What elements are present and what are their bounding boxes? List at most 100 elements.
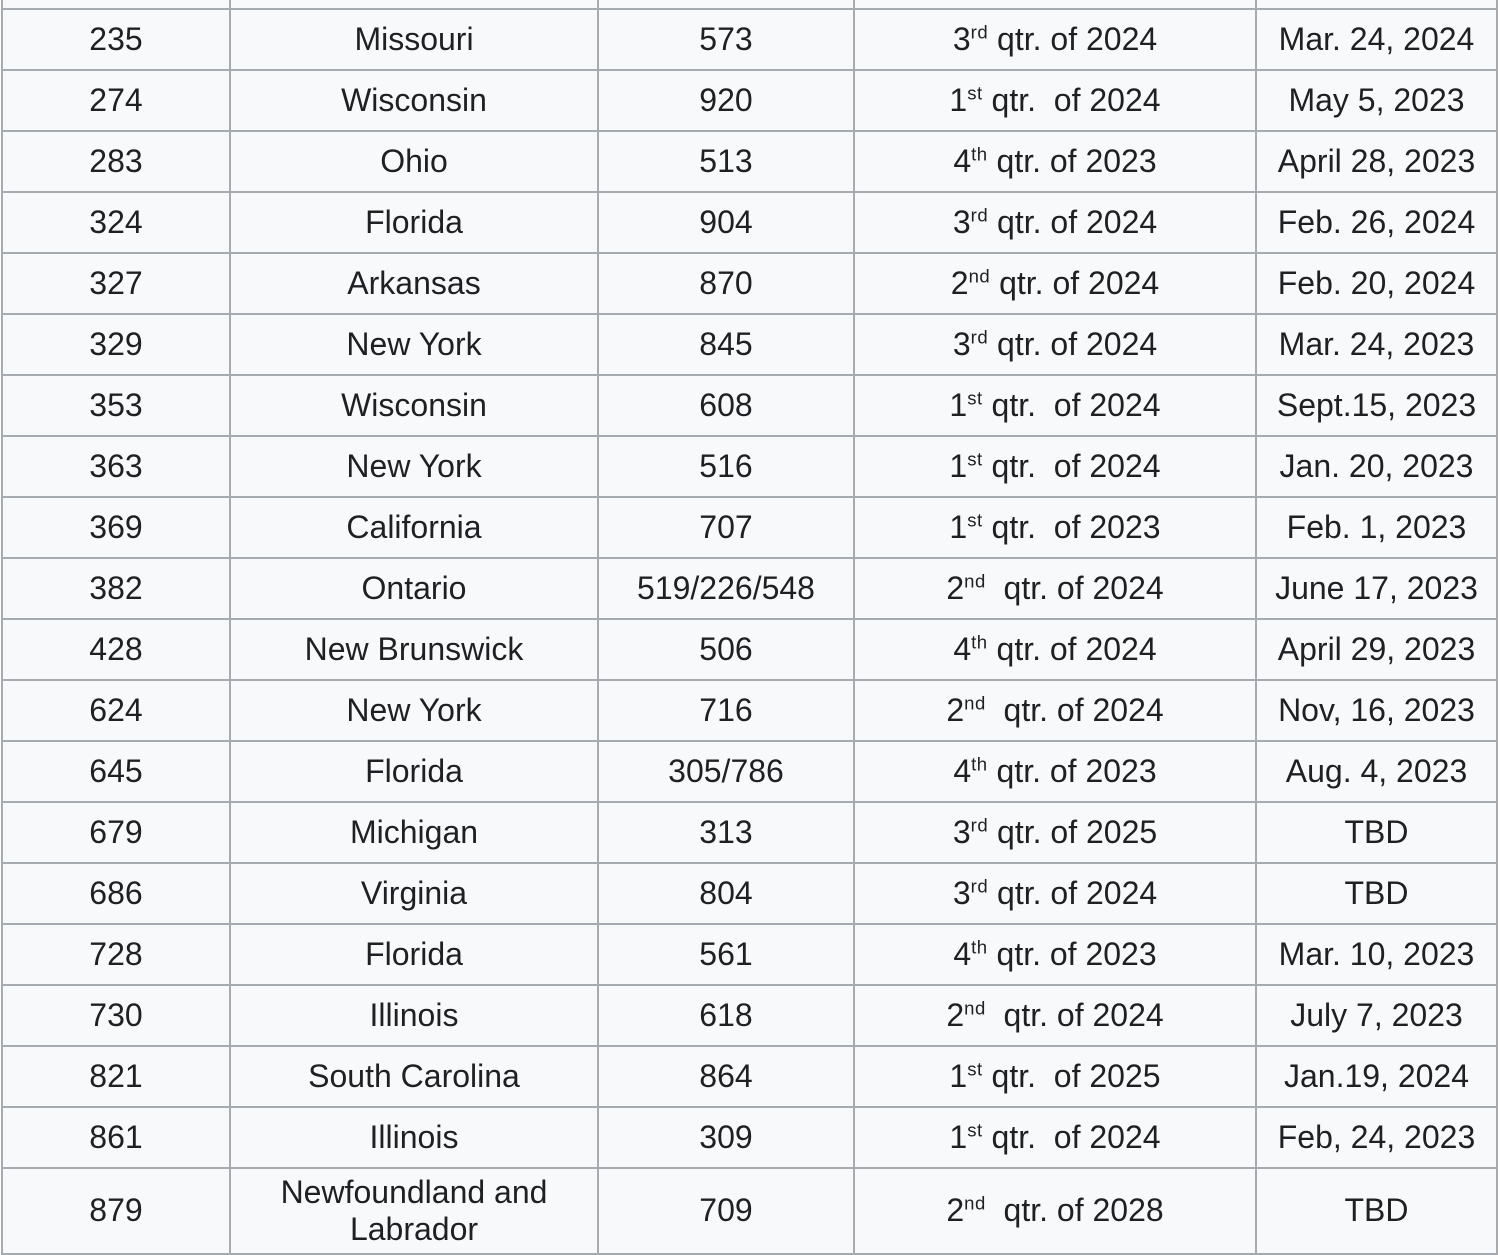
cell-new-area-code: 353 [1,374,231,437]
ordinal-suffix: th [971,753,988,775]
ordinal-suffix: st [967,1119,983,1141]
quarter-number: 3 [952,874,971,911]
cell-existing-area-codes: 608 [597,374,855,437]
cell-existing-area-codes: 309 [597,1106,855,1169]
quarter-number: 1 [949,508,968,545]
quarter-text: qtr. of 2024 [990,264,1160,301]
cell-existing-area-codes: 573 [597,8,855,71]
ordinal-suffix: rd [970,326,989,348]
quarter-number: 1 [949,447,968,484]
quarter-number: 4 [953,142,972,179]
cell-in-service-quarter: 1st qtr. of 2024 [853,1106,1257,1169]
table-row: 645 Florida 305/786 4th qtr. of 2023 Aug… [1,740,1498,803]
ordinal-suffix: nd [964,692,986,714]
ordinal-suffix: th [971,936,988,958]
cell-new-area-code: 363 [1,435,231,498]
quarter-text: qtr. of 2023 [987,935,1157,972]
cell-new-area-code: 274 [1,69,231,132]
cell-date: Aug. 4, 2023 [1255,740,1498,803]
cell-in-service-quarter: 1st qtr. of 2024 [853,374,1257,437]
quarter-text: qtr. of 2024 [985,569,1164,606]
cell-existing-area-codes: 845 [597,313,855,376]
table-row: 363 New York 516 1st qtr. of 2024 Jan. 2… [1,435,1498,498]
table-row: 369 California 707 1st qtr. of 2023 Feb.… [1,496,1498,559]
table-row: 728 Florida 561 4th qtr. of 2023 Mar. 10… [1,923,1498,986]
table-row: 327 Arkansas 870 2nd qtr. of 2024 Feb. 2… [1,252,1498,315]
cell-location: Illinois [229,1106,599,1169]
cell-in-service-quarter: 2nd qtr. of 2024 [853,679,1257,742]
cell-location: Newfoundland and Labrador [229,1167,599,1255]
cell-date: Mar. 10, 2023 [1255,923,1498,986]
cell-date: May 5, 2023 [1255,69,1498,132]
cell-in-service-quarter: 3rd qtr. of 2024 [853,8,1257,71]
table-row: 235 Missouri 573 3rd qtr. of 2024 Mar. 2… [1,8,1498,71]
quarter-text: qtr. of 2023 [982,508,1161,545]
cell-new-area-code: 428 [1,618,231,681]
cell-location: South Carolina [229,1045,599,1108]
ordinal-suffix: nd [964,1192,986,1214]
cell-in-service-quarter: 3rd qtr. of 2025 [853,801,1257,864]
cell-existing-area-codes: 506 [597,618,855,681]
cell-location: New York [229,679,599,742]
cell-existing-area-codes: 709 [597,1167,855,1255]
quarter-text: qtr. of 2024 [988,20,1158,57]
quarter-number: 2 [946,1192,965,1229]
cell-date: April 29, 2023 [1255,618,1498,681]
quarter-number: 2 [946,569,965,606]
quarter-number: 3 [952,203,971,240]
cell-date: Jan.19, 2024 [1255,1045,1498,1108]
table-row: 624 New York 716 2nd qtr. of 2024 Nov, 1… [1,679,1498,742]
cell-existing-area-codes: 516 [597,435,855,498]
cell-existing-area-codes: 305/786 [597,740,855,803]
cell-location: Ontario [229,557,599,620]
cell-date: TBD [1255,862,1498,925]
ordinal-suffix: st [967,82,983,104]
cell-in-service-quarter: 4th qtr. of 2023 [853,923,1257,986]
cell-in-service-quarter: 2nd qtr. of 2024 [853,557,1257,620]
cell-new-area-code: 235 [1,8,231,71]
cell-existing-area-codes: 804 [597,862,855,925]
cell-new-area-code: 369 [1,496,231,559]
quarter-number: 2 [946,691,965,728]
table-row: 329 New York 845 3rd qtr. of 2024 Mar. 2… [1,313,1498,376]
quarter-text: qtr. of 2024 [982,447,1161,484]
table-row: 274 Wisconsin 920 1st qtr. of 2024 May 5… [1,69,1498,132]
ordinal-suffix: nd [964,997,986,1019]
cell-date: Jan. 20, 2023 [1255,435,1498,498]
cell-location: Wisconsin [229,69,599,132]
cell-location [229,0,599,10]
cell-in-service-quarter: 1st qtr. of 2025 [853,1045,1257,1108]
cell-existing-area-codes [597,0,855,10]
cell-location: Michigan [229,801,599,864]
cell-location: Arkansas [229,252,599,315]
cell-location: Virginia [229,862,599,925]
cell-existing-area-codes: 618 [597,984,855,1047]
ordinal-suffix: rd [970,814,989,836]
ordinal-suffix: rd [970,204,989,226]
cell-new-area-code: 283 [1,130,231,193]
quarter-text: qtr. of 2024 [985,691,1164,728]
cell-date [1255,0,1498,10]
ordinal-suffix: st [967,387,983,409]
cell-in-service-quarter: 3rd qtr. of 2024 [853,862,1257,925]
cell-new-area-code: 730 [1,984,231,1047]
cell-in-service-quarter: 3rd qtr. of 2024 [853,313,1257,376]
cell-date: TBD [1255,1167,1498,1255]
cell-location: New York [229,313,599,376]
cell-existing-area-codes: 707 [597,496,855,559]
quarter-number: 2 [950,264,969,301]
table-row: 730 Illinois 618 2nd qtr. of 2024 July 7… [1,984,1498,1047]
cell-existing-area-codes: 870 [597,252,855,315]
quarter-number: 1 [949,1057,968,1094]
table-row: 353 Wisconsin 608 1st qtr. of 2024 Sept.… [1,374,1498,437]
quarter-text: qtr. of 2023 [987,752,1157,789]
quarter-number: 3 [952,20,971,57]
cell-existing-area-codes: 904 [597,191,855,254]
cell-location: Wisconsin [229,374,599,437]
quarter-number: 3 [952,813,971,850]
quarter-text: qtr. of 2024 [988,874,1158,911]
cell-existing-area-codes: 864 [597,1045,855,1108]
cell-new-area-code: 879 [1,1167,231,1255]
quarter-text: qtr. of 2024 [982,386,1161,423]
cell-date: Mar. 24, 2023 [1255,313,1498,376]
